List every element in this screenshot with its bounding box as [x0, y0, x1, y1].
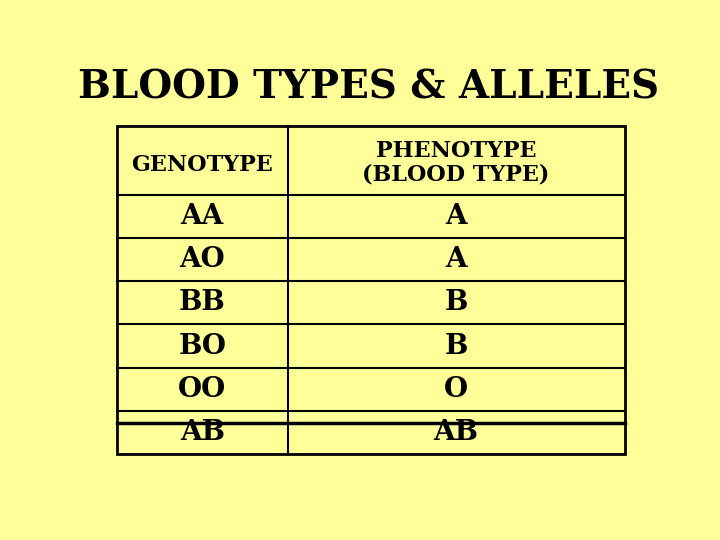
Text: GENOTYPE: GENOTYPE [132, 154, 274, 176]
Text: BLOOD TYPES & ALLELES: BLOOD TYPES & ALLELES [78, 69, 660, 107]
Text: B: B [444, 333, 468, 360]
Text: AB: AB [433, 418, 479, 445]
Text: A: A [446, 246, 467, 273]
Text: AO: AO [179, 246, 225, 273]
Text: OO: OO [179, 375, 227, 402]
Text: A: A [446, 204, 467, 231]
Text: O: O [444, 375, 468, 402]
Text: PHENOTYPE: PHENOTYPE [376, 139, 536, 161]
Text: B: B [444, 289, 468, 316]
Text: AB: AB [180, 418, 225, 445]
Text: BB: BB [179, 289, 226, 316]
Text: AA: AA [181, 204, 224, 231]
Text: BO: BO [179, 333, 226, 360]
Bar [117, 126, 625, 454]
Text: (BLOOD TYPE): (BLOOD TYPE) [362, 163, 550, 185]
